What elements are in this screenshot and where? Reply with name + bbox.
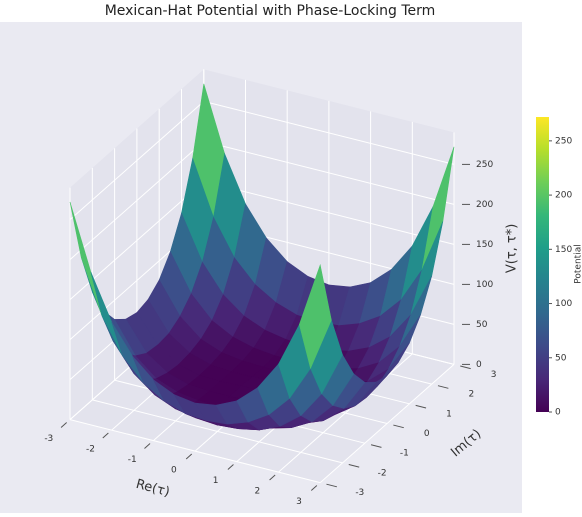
colorbar-tick-label: 0: [555, 408, 561, 418]
y-tick-label: 2: [468, 390, 474, 400]
z-tick-label: 100: [476, 280, 493, 290]
x-tick-label: -1: [128, 455, 137, 465]
z-axis-label: V(τ, τ*): [505, 224, 520, 273]
y-tick-label: -3: [355, 488, 364, 498]
y-tick-label: 0: [424, 429, 430, 439]
colorbar-tick-label: 200: [555, 191, 572, 201]
colorbar-tick-label: 100: [555, 299, 572, 309]
x-tick-label: 0: [171, 465, 177, 475]
y-tick-label: -1: [400, 449, 409, 459]
colorbar-label: Potential: [574, 244, 582, 283]
x-tick-label: 3: [296, 497, 302, 507]
y-tick-label: -2: [378, 468, 387, 478]
x-tick-label: 2: [254, 486, 260, 496]
colorbar-tick-label: 50: [555, 353, 567, 363]
colorbar: [536, 117, 549, 412]
x-tick-label: -3: [44, 434, 53, 444]
y-tick-label: 1: [446, 409, 452, 419]
z-tick-label: 150: [476, 240, 493, 250]
y-tick-label: 3: [491, 370, 497, 380]
z-tick-label: 250: [476, 160, 493, 170]
colorbar-tick-label: 250: [555, 136, 572, 146]
colorbar-tick-label: 150: [555, 245, 572, 255]
chart-title: Mexican-Hat Potential with Phase-Locking…: [105, 3, 436, 19]
x-tick-label: 1: [213, 476, 219, 486]
z-tick-label: 200: [476, 200, 493, 210]
x-tick-label: -2: [86, 444, 95, 454]
z-tick-label: 0: [476, 360, 482, 370]
z-tick-label: 50: [476, 320, 488, 330]
